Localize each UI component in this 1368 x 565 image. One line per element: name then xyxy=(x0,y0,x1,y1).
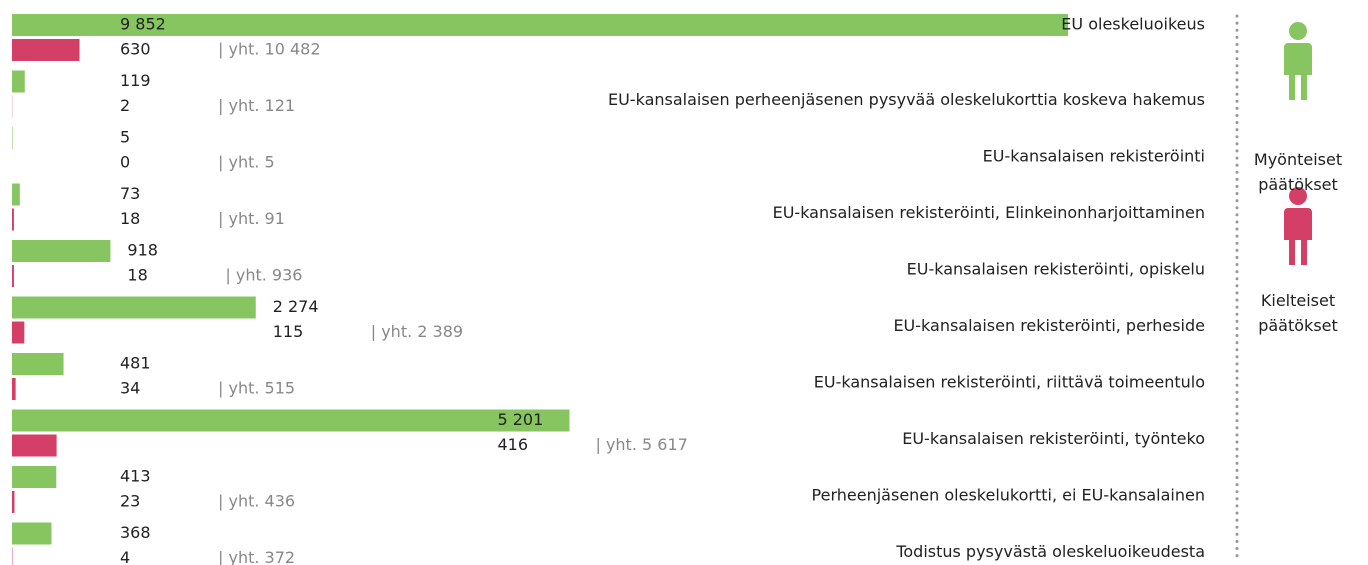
value-label: 23 xyxy=(120,492,140,511)
category-label: Perheenjäsenen oleskelukortti, ei EU-kan… xyxy=(812,486,1205,505)
bar xyxy=(12,491,15,513)
value-label: 918 xyxy=(127,241,158,260)
total-label: | yht. 121 xyxy=(218,96,295,115)
value-label: 5 201 xyxy=(497,410,543,429)
bar xyxy=(12,296,256,319)
total-label: | yht. 10 482 xyxy=(218,40,321,59)
value-label: 18 xyxy=(127,266,147,285)
category-label: EU-kansalaisen rekisteröinti, työnteko xyxy=(902,429,1205,448)
category-label: EU-kansalaisen rekisteröinti, riittävä t… xyxy=(814,373,1205,392)
value-label: 73 xyxy=(120,184,140,203)
value-label: 2 xyxy=(120,96,130,115)
total-label: | yht. 936 xyxy=(225,266,302,285)
bar xyxy=(12,434,57,457)
value-label: 0 xyxy=(120,153,130,172)
value-label: 5 xyxy=(120,128,130,147)
value-label: 115 xyxy=(273,322,304,341)
legend-label: Kielteiset päätökset xyxy=(1258,291,1338,335)
value-label: 368 xyxy=(120,523,151,542)
category-label: EU-kansalaisen rekisteröinti xyxy=(983,147,1205,166)
total-label: | yht. 5 617 xyxy=(595,435,687,454)
legend-icon-negative xyxy=(1284,187,1312,265)
category-label: EU-kansalaisen rekisteröinti, perheside xyxy=(893,316,1205,335)
bar xyxy=(12,127,13,149)
bar xyxy=(12,183,20,206)
category-label: EU-kansalaisen rekisteröinti, opiskelu xyxy=(907,260,1205,279)
value-label: 34 xyxy=(120,379,140,398)
value-label: 119 xyxy=(120,71,151,90)
category-label: EU-kansalaisen rekisteröinti, Elinkeinon… xyxy=(773,203,1205,222)
total-label: | yht. 372 xyxy=(218,548,295,565)
legend-label: Myönteiset päätökset xyxy=(1253,150,1343,194)
bar xyxy=(12,321,25,344)
value-label: 4 xyxy=(120,548,130,565)
total-label: | yht. 436 xyxy=(218,492,295,511)
value-label: 630 xyxy=(120,40,151,59)
category-label: EU oleskeluoikeus xyxy=(1061,15,1205,34)
bar xyxy=(12,14,1068,36)
value-label: 416 xyxy=(497,435,528,454)
bar xyxy=(12,265,14,287)
category-label: EU-kansalaisen perheenjäsenen pysyvää ol… xyxy=(608,90,1205,109)
bar xyxy=(12,39,80,61)
value-label: 413 xyxy=(120,467,151,486)
category-label: Todistus pysyvästä oleskeluoikeudesta xyxy=(895,542,1205,561)
bar xyxy=(12,208,14,231)
bar xyxy=(12,353,64,375)
value-label: 9 852 xyxy=(120,15,166,34)
bar xyxy=(12,240,111,262)
total-label: | yht. 515 xyxy=(218,379,295,398)
bar xyxy=(12,378,16,400)
value-label: 18 xyxy=(120,209,140,228)
value-label: 2 274 xyxy=(273,297,319,316)
bar xyxy=(12,409,570,432)
bar xyxy=(12,522,52,545)
bar xyxy=(12,466,57,488)
legend-icon-positive xyxy=(1284,22,1312,100)
total-label: | yht. 91 xyxy=(218,209,285,228)
bar xyxy=(12,70,25,93)
total-label: | yht. 5 xyxy=(218,153,275,172)
value-label: 481 xyxy=(120,354,151,373)
total-label: | yht. 2 389 xyxy=(371,322,463,341)
